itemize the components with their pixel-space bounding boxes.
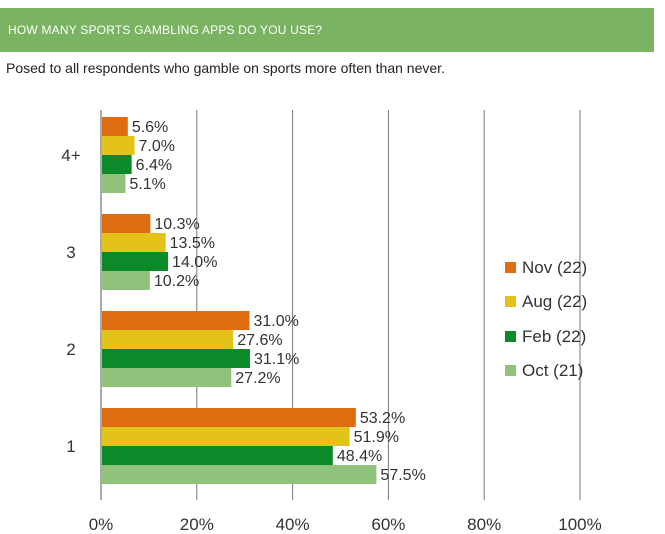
legend-label: Nov (22)	[522, 258, 587, 277]
legend-swatch	[505, 365, 516, 376]
data-label: 53.2%	[360, 410, 405, 427]
chart-title: HOW MANY SPORTS GAMBLING APPS DO YOU USE…	[8, 23, 323, 37]
legend-label: Feb (22)	[522, 327, 586, 346]
category-label: 2	[66, 340, 75, 359]
chart-subtitle: Posed to all respondents who gamble on s…	[6, 60, 445, 76]
x-tick-label: 20%	[180, 515, 214, 534]
legend-label: Aug (22)	[522, 292, 587, 311]
legend-label: Oct (21)	[522, 361, 583, 380]
bar	[102, 311, 250, 330]
chart-header: HOW MANY SPORTS GAMBLING APPS DO YOU USE…	[0, 8, 654, 52]
bar	[102, 408, 356, 427]
data-label: 5.6%	[132, 119, 168, 136]
data-label: 51.9%	[354, 429, 399, 446]
bar	[102, 155, 132, 174]
bar	[102, 233, 166, 252]
data-label: 57.5%	[380, 467, 425, 484]
data-label: 10.3%	[154, 216, 199, 233]
x-tick-label: 80%	[467, 515, 501, 534]
category-label: 4+	[61, 146, 80, 165]
bar	[102, 465, 377, 484]
data-label: 10.2%	[154, 273, 199, 290]
data-label: 5.1%	[129, 176, 165, 193]
data-label: 48.4%	[337, 448, 382, 465]
bar	[102, 368, 232, 387]
legend-swatch	[505, 331, 516, 342]
data-label: 31.1%	[254, 351, 299, 368]
bar	[102, 214, 151, 233]
data-label: 7.0%	[139, 138, 175, 155]
data-label: 27.2%	[235, 370, 280, 387]
x-tick-label: 100%	[558, 515, 601, 534]
x-tick-label: 0%	[89, 515, 114, 534]
bar	[102, 252, 169, 271]
data-label: 31.0%	[253, 313, 298, 330]
legend-swatch	[505, 296, 516, 307]
bar	[102, 174, 126, 193]
x-tick-label: 40%	[276, 515, 310, 534]
bar	[102, 427, 350, 446]
bar	[102, 136, 135, 155]
bar	[102, 349, 250, 368]
x-tick-label: 60%	[371, 515, 405, 534]
bar	[102, 330, 234, 349]
data-label: 27.6%	[237, 332, 282, 349]
data-label: 13.5%	[170, 235, 215, 252]
data-label: 14.0%	[172, 254, 217, 271]
category-label: 3	[66, 243, 75, 262]
bar	[102, 117, 128, 136]
legend-swatch	[505, 262, 516, 273]
bar	[102, 271, 150, 290]
bar	[102, 446, 333, 465]
category-label: 1	[66, 437, 75, 456]
data-label: 6.4%	[136, 157, 172, 174]
